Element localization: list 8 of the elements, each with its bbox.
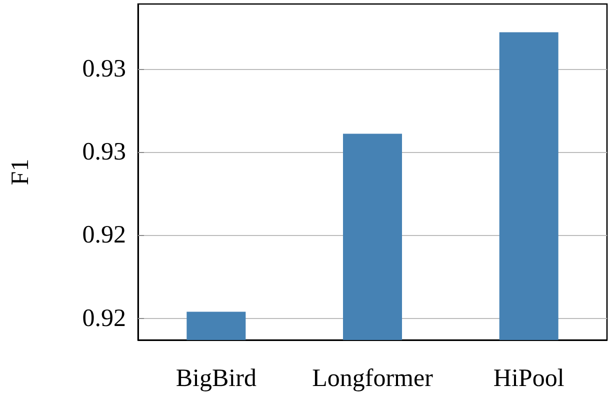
- y-axis-title: F1: [7, 158, 34, 186]
- y-tick-label: 0.92: [82, 304, 126, 332]
- x-tick-label: HiPool: [493, 365, 564, 392]
- y-tick-label: 0.93: [82, 138, 126, 166]
- x-tick-label: BigBird: [176, 365, 257, 392]
- y-tick-label: 0.93: [82, 55, 126, 82]
- y-tick-label: 0.92: [82, 222, 126, 249]
- x-tick-label: Longformer: [312, 365, 434, 392]
